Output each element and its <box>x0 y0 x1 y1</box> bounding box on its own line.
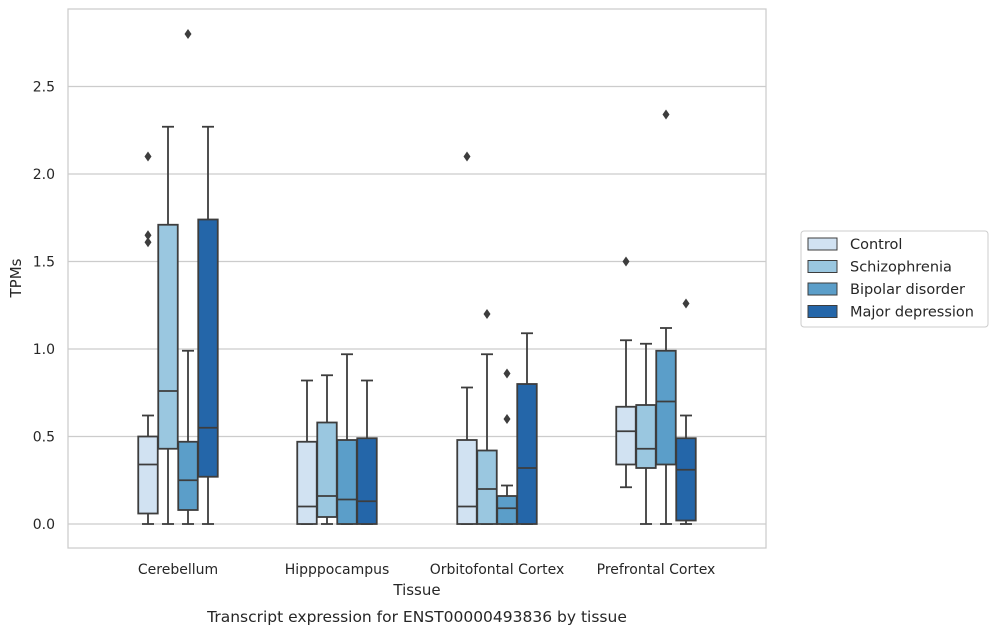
legend-swatch <box>807 282 838 296</box>
legend-label: Bipolar disorder <box>850 282 965 298</box>
y-tick-label: 0.5 <box>33 430 55 446</box>
legend-swatch <box>807 260 838 273</box>
y-tick-labels: 0.0 0.5 1.0 1.5 2.0 2.5 <box>33 80 55 534</box>
outlier-point <box>503 368 511 379</box>
box-body <box>356 437 378 525</box>
outlier-point <box>144 151 152 162</box>
box-body <box>177 440 199 511</box>
x-axis-title: Tissue <box>392 581 440 599</box>
plot-boxes <box>137 29 697 525</box>
box-body <box>675 437 697 522</box>
plot-frame <box>67 8 767 549</box>
y-tick-label: 1.5 <box>33 255 55 271</box>
box-1-0 <box>157 125 179 525</box>
box-3-3 <box>675 298 697 525</box>
box-2-2 <box>496 368 518 525</box>
y-tick-label: 0.0 <box>33 517 55 533</box>
y-tick-label: 1.0 <box>33 342 55 358</box>
box-1-3 <box>635 342 657 525</box>
outlier-point <box>622 256 630 267</box>
chart-caption: Transcript expression for ENST0000049383… <box>206 608 627 626</box>
legend-label: Schizophrenia <box>850 260 952 276</box>
box-0-0 <box>137 151 159 525</box>
legend-frame <box>800 230 989 328</box>
box-1-1 <box>316 374 338 525</box>
x-tick-label: Prefrontal Cortex <box>597 562 716 578</box>
outlier-point <box>144 237 152 248</box>
box-2-3 <box>655 109 677 525</box>
box-3-2 <box>516 332 538 525</box>
box-0-1 <box>296 379 318 525</box>
outlier-point <box>463 151 471 162</box>
box-3-1 <box>356 379 378 525</box>
legend-swatch <box>807 237 838 251</box>
box-3-0 <box>197 125 219 525</box>
box-body <box>296 440 318 525</box>
box-body <box>197 218 219 478</box>
box-body <box>655 349 677 466</box>
outlier-point <box>662 109 670 120</box>
outlier-point <box>682 298 690 309</box>
outlier-point <box>483 309 491 319</box>
box-body <box>516 383 538 525</box>
box-body <box>336 439 358 525</box>
box-body <box>615 405 637 466</box>
outlier-point <box>503 414 511 424</box>
box-body <box>137 435 159 515</box>
y-tick-label: 2.0 <box>33 167 55 183</box>
outlier-point <box>184 29 192 39</box>
outlier-point <box>144 230 152 241</box>
legend: Control Schizophrenia Bipolar disorder Majo… <box>800 230 989 328</box>
box-body <box>316 421 338 518</box>
box-0-2 <box>456 151 478 525</box>
box-body <box>635 404 657 469</box>
box-0-3 <box>615 256 637 489</box>
box-2-0 <box>177 29 199 525</box>
legend-label: Control <box>850 237 902 253</box>
y-axis-title: TPMs <box>7 258 25 298</box>
x-tick-label: Orbitofontal Cortex <box>430 562 565 578</box>
box-body <box>476 449 498 525</box>
x-tick-labels: Cerebellum Hipppocampus Orbitofontal Corte… <box>138 562 715 578</box>
legend-label: Major depression <box>850 305 974 321</box>
legend-swatch <box>807 305 838 318</box>
x-tick-label: Hipppocampus <box>285 562 390 578</box>
y-tick-label: 2.5 <box>33 80 55 96</box>
box-body <box>496 495 518 525</box>
box-body <box>456 439 478 525</box>
box-1-2 <box>476 309 498 525</box>
box-body <box>157 223 179 450</box>
x-tick-label: Cerebellum <box>138 562 218 578</box>
